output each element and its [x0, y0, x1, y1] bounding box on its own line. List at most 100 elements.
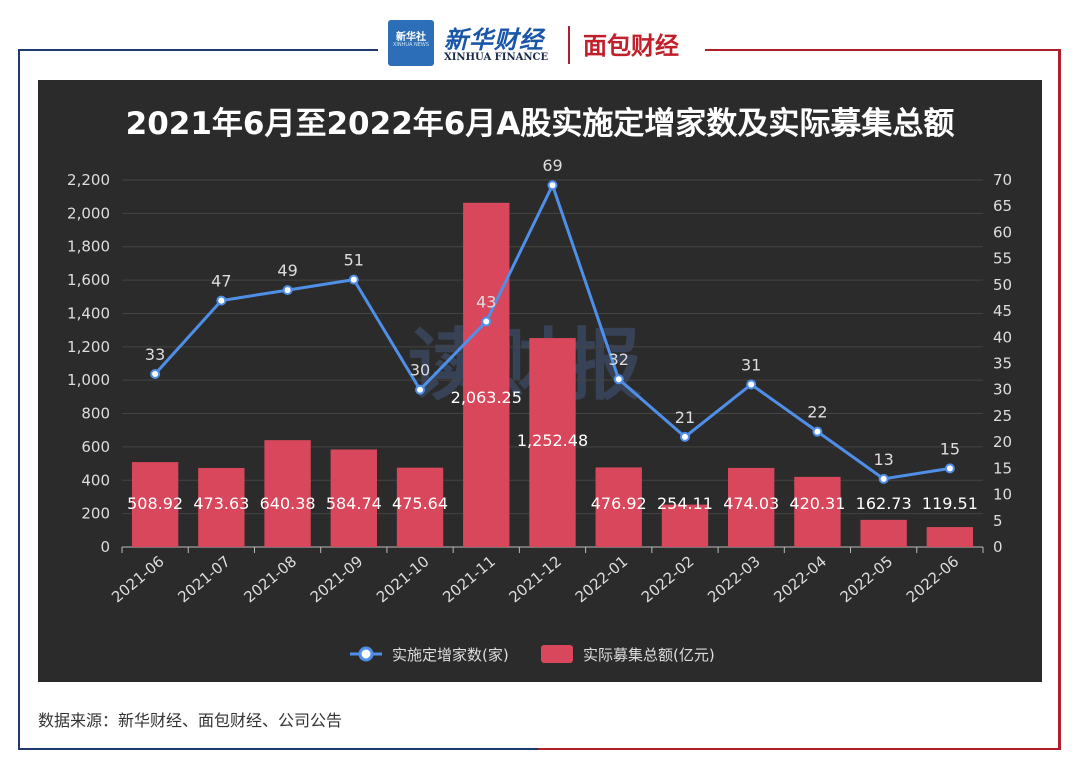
- bar: [926, 527, 974, 547]
- frame-top-left: [18, 49, 378, 51]
- y-right-tick-label: 15: [993, 459, 1012, 477]
- x-tick-label: 2021-07: [174, 552, 234, 606]
- line-point: [944, 463, 955, 474]
- y-left-tick-label: 2,200: [67, 171, 110, 189]
- y-left-tick-label: 1,000: [67, 371, 110, 389]
- x-tick-label: 2022-02: [638, 552, 698, 606]
- line-data-label: 32: [609, 350, 629, 369]
- x-tick-label: 2022-01: [572, 552, 632, 606]
- bar-data-label: 474.03: [723, 494, 779, 513]
- bar: [794, 476, 841, 547]
- frame-top-right: [705, 49, 1061, 51]
- x-tick-label: 2021-10: [373, 552, 433, 606]
- line-data-label: 69: [542, 156, 562, 175]
- y-left-tick-label: 1,400: [67, 304, 110, 322]
- bar-data-label: 640.38: [260, 494, 316, 513]
- bar-data-label: 162.73: [856, 494, 912, 513]
- footer-source: 数据来源：新华财经、面包财经、公司公告: [38, 711, 343, 730]
- x-tick-label: 2022-06: [903, 552, 963, 606]
- bar: [264, 440, 311, 547]
- line-point: [878, 473, 889, 484]
- header: 新华社 XINHUA NEWS 新华财经 XINHUA FINANCE 面包财经: [388, 18, 703, 68]
- legend-bar-label: 实际募集总额(亿元): [583, 646, 715, 664]
- bar: [529, 338, 576, 547]
- y-right-tick-label: 70: [993, 171, 1012, 189]
- frame-bottom-right: [538, 748, 1061, 750]
- y-left-tick-label: 400: [81, 471, 110, 489]
- line-point: [679, 431, 690, 442]
- bar: [595, 467, 642, 547]
- bar: [396, 467, 444, 547]
- y-left-tick-label: 0: [100, 538, 110, 556]
- y-right-tick-label: 60: [993, 223, 1012, 241]
- line-data-label: 13: [873, 450, 893, 469]
- y-right-tick-label: 55: [993, 250, 1012, 268]
- x-tick-label: 2022-05: [837, 552, 897, 606]
- y-right-tick-label: 10: [993, 486, 1012, 504]
- bar-data-label: 508.92: [127, 494, 183, 513]
- y-right-tick-label: 35: [993, 355, 1012, 373]
- legend-line-marker: [358, 646, 374, 662]
- xinhua-logo-icon: 新华社 XINHUA NEWS: [388, 20, 434, 66]
- bar-data-label: 2,063.25: [451, 388, 522, 407]
- line-data-label: 49: [277, 261, 297, 280]
- chart-title: 2021年6月至2022年6月A股实施定增家数及实际募集总额: [125, 106, 955, 142]
- x-tick-label: 2021-06: [108, 552, 168, 606]
- bar-data-label: 119.51: [922, 494, 978, 513]
- bar: [330, 449, 377, 547]
- y-left-tick-label: 200: [81, 505, 110, 523]
- bar-data-label: 473.63: [193, 494, 249, 513]
- xinhua-logo-sub: XINHUA NEWS: [392, 42, 430, 48]
- bar-data-label: 1,252.48: [517, 431, 588, 450]
- line-point: [746, 379, 757, 390]
- x-tick-label: 2021-11: [439, 552, 499, 606]
- line-point: [547, 180, 558, 191]
- frame-left: [18, 50, 20, 750]
- line-point: [415, 384, 426, 395]
- line-data-label: 15: [940, 439, 960, 458]
- line-data-label: 51: [344, 251, 364, 270]
- x-tick-label: 2021-09: [307, 552, 367, 606]
- bar-data-label: 476.92: [591, 494, 647, 513]
- y-right-tick-label: 45: [993, 302, 1012, 320]
- header-divider: [568, 26, 570, 64]
- line-point: [348, 274, 359, 285]
- y-left-tick-label: 800: [81, 405, 110, 423]
- xinhua-finance-name: 新华财经: [444, 25, 544, 54]
- bar: [131, 462, 179, 547]
- y-left-tick-label: 1,200: [67, 338, 110, 356]
- line-data-label: 21: [675, 408, 695, 427]
- bar: [860, 519, 907, 547]
- mianbao-finance-name: 面包财经: [583, 32, 679, 60]
- y-right-tick-label: 20: [993, 433, 1012, 451]
- line-data-label: 30: [410, 361, 430, 380]
- line-data-label: 31: [741, 355, 761, 374]
- bar: [728, 467, 775, 547]
- bar: [198, 467, 245, 547]
- frame-bottom-left: [18, 748, 538, 750]
- xinhua-logo-text: 新华社: [396, 32, 426, 43]
- line-data-label: 33: [145, 345, 165, 364]
- line-point: [282, 285, 293, 296]
- frame-right: [1058, 50, 1061, 750]
- line-point: [481, 316, 492, 327]
- y-left-tick-label: 2,000: [67, 204, 110, 222]
- legend-bar-swatch: [541, 645, 573, 663]
- y-right-tick-label: 40: [993, 328, 1012, 346]
- y-left-tick-label: 1,800: [67, 238, 110, 256]
- y-right-tick-label: 25: [993, 407, 1012, 425]
- line-data-label: 47: [211, 272, 231, 291]
- bar: [661, 504, 709, 547]
- line-point: [216, 295, 227, 306]
- line-point: [613, 374, 624, 385]
- y-right-tick-label: 65: [993, 197, 1012, 215]
- bar-data-label: 254.11: [657, 494, 713, 513]
- y-right-tick-label: 5: [993, 512, 1003, 530]
- x-tick-label: 2021-08: [241, 552, 301, 606]
- xinhua-finance-name-en: XINHUA FINANCE: [444, 52, 549, 63]
- line-point: [812, 426, 823, 437]
- bar-data-label: 475.64: [392, 494, 448, 513]
- y-right-tick-label: 0: [993, 538, 1003, 556]
- x-tick-label: 2021-12: [505, 552, 565, 606]
